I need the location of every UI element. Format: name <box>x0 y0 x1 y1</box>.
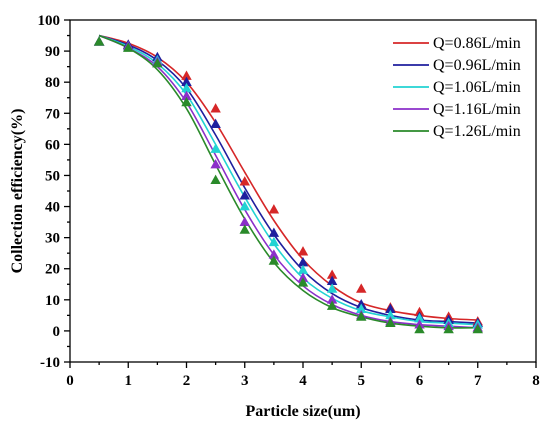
series-2-marker <box>326 275 338 286</box>
series-5-marker <box>181 96 192 107</box>
x-tick-label: 4 <box>299 373 307 389</box>
series-5-marker <box>239 224 250 234</box>
y-tick-label: 0 <box>53 324 61 340</box>
series-1-marker <box>181 70 192 80</box>
series-4-marker <box>239 216 250 226</box>
x-tick-label: 1 <box>125 373 133 389</box>
x-tick-label: 0 <box>66 373 74 389</box>
series-2-fit-curve <box>98 34 478 324</box>
data-markers <box>93 36 483 334</box>
x-tick-label: 8 <box>532 373 540 389</box>
series-3-fit-curve <box>98 34 478 326</box>
series-5-marker <box>472 323 483 334</box>
y-tick-label: 20 <box>45 262 60 278</box>
x-tick-label: 5 <box>358 373 366 389</box>
series-5-marker <box>93 36 105 46</box>
series-3-marker <box>181 82 192 93</box>
series-5-marker <box>123 42 134 52</box>
series-1-marker <box>268 204 280 214</box>
x-tick-label: 2 <box>183 373 191 389</box>
series-2-marker <box>181 76 192 87</box>
series-1-marker <box>297 246 309 256</box>
series-4-marker <box>181 90 192 101</box>
series-1-marker <box>326 269 338 279</box>
legend-label: Q=0.86L/min <box>433 35 521 52</box>
series-3-marker <box>356 303 367 313</box>
y-tick-label: 40 <box>45 200 60 216</box>
series-4-marker <box>210 159 221 169</box>
y-tick-label: 10 <box>45 293 60 309</box>
series-2-marker <box>239 190 250 200</box>
series-1-marker <box>239 176 250 186</box>
x-axis-title: Particle size(um) <box>245 403 360 420</box>
y-axis-title: Collection efficiency(%) <box>9 109 26 274</box>
fit-curves <box>98 34 478 329</box>
series-4-marker <box>326 294 338 304</box>
series-5-marker <box>385 317 396 327</box>
legend-label: Q=1.16L/min <box>433 101 521 118</box>
series-2-marker <box>385 303 396 313</box>
series-5-marker <box>326 300 338 310</box>
series-5-marker <box>443 323 454 334</box>
series-1-marker <box>210 103 221 113</box>
y-tick-label: 60 <box>45 137 60 153</box>
y-tick-label: 100 <box>38 13 61 29</box>
series-3-marker <box>326 283 338 293</box>
series-3-marker <box>297 264 309 275</box>
series-3-marker <box>414 312 425 323</box>
series-3-marker <box>210 143 221 153</box>
y-tick-label: 90 <box>45 44 60 60</box>
y-tick-label: 50 <box>45 168 60 184</box>
series-2-marker <box>268 227 280 237</box>
y-tick-label: 80 <box>45 75 60 91</box>
series-5-marker <box>356 311 367 321</box>
y-tick-label: -10 <box>40 355 60 371</box>
legend-label: Q=1.06L/min <box>433 79 521 96</box>
x-tick-label: 6 <box>416 373 424 389</box>
series-2-marker <box>210 118 221 129</box>
series-4-marker <box>268 249 280 259</box>
y-tick-label: 30 <box>45 231 60 247</box>
legend-label: Q=1.26L/min <box>433 123 521 140</box>
series-5-fit-curve <box>98 34 478 329</box>
y-tick-label: 70 <box>45 106 60 122</box>
series-5-marker <box>414 323 425 334</box>
series-3-marker <box>385 309 396 320</box>
axes: 0 1 2 3 4 5 6 7 8 -10 0 10 20 30 40 50 60 70 80 90 100 <box>38 13 540 389</box>
x-tick-label: 3 <box>241 373 249 389</box>
series-4-fit-curve <box>98 34 478 329</box>
series-1-marker <box>356 283 367 293</box>
series-3-marker <box>268 236 280 247</box>
series-5-marker <box>297 277 309 287</box>
series-3-marker <box>239 201 250 211</box>
series-5-marker <box>152 58 163 68</box>
legend: Q=0.86L/min Q=0.96L/min Q=1.06L/min Q=1.16L… <box>393 35 521 140</box>
series-5-marker <box>268 255 280 265</box>
series-5-marker <box>210 174 221 184</box>
legend-label: Q=0.96L/min <box>433 57 521 74</box>
x-tick-label: 7 <box>474 373 482 389</box>
series-2-marker <box>297 257 309 267</box>
